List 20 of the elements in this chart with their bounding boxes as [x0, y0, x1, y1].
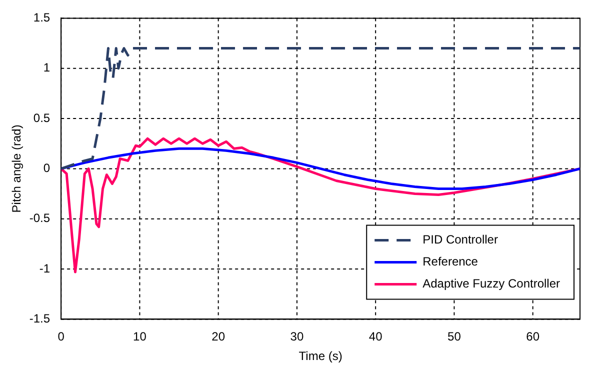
x-tick-label: 50 — [448, 330, 462, 344]
y-tick-label: -1.5 — [29, 312, 50, 326]
y-axis-title: Pitch angle (rad) — [10, 124, 24, 213]
x-axis-title: Time (s) — [298, 349, 342, 364]
y-tick-label: 0 — [43, 161, 50, 176]
y-tick-label: -0.5 — [29, 211, 50, 226]
x-tick-label: 0 — [58, 330, 65, 344]
legend-label: Reference — [422, 254, 478, 269]
x-tick-label: 30 — [290, 330, 304, 344]
x-tick-label: 40 — [368, 330, 383, 344]
legend-label: Adaptive Fuzzy Controller — [422, 276, 560, 291]
line-series — [61, 47, 580, 170]
legend-label: PID Controller — [422, 232, 498, 247]
y-tick-label: 1.5 — [33, 10, 50, 25]
x-tick-label: 60 — [526, 330, 540, 344]
y-tick-label: -1 — [39, 261, 50, 276]
x-tick-label: 20 — [212, 330, 226, 344]
y-tick-label: 0.5 — [33, 110, 50, 125]
x-tick-label: 10 — [133, 330, 147, 344]
y-tick-label: 1 — [43, 60, 50, 75]
